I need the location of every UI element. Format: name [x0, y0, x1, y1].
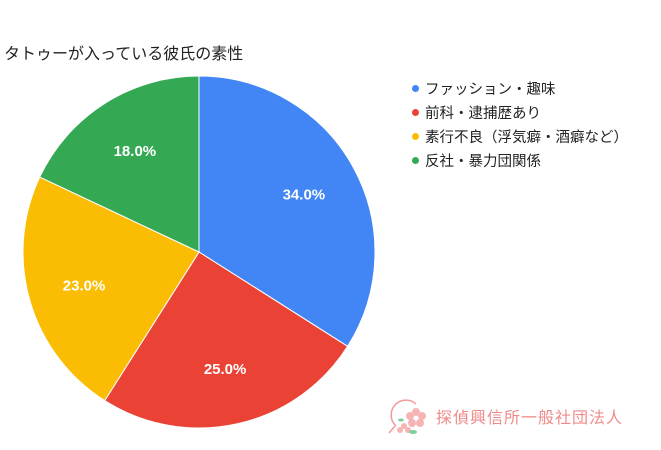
legend: ファッション・趣味 前科・逮捕歴あり 素行不良（浮気癖・酒癖など） 反社・暴力団… [412, 76, 628, 172]
legend-item-criminal-record: 前科・逮捕歴あり [412, 100, 628, 124]
legend-item-fashion: ファッション・趣味 [412, 76, 628, 100]
slice-percent-label: 34.0% [283, 186, 326, 203]
legend-dot-icon [412, 84, 419, 92]
pie-slice [198, 75, 376, 347]
legend-item-antisocial: 反社・暴力団関係 [412, 148, 628, 172]
slice-percent-label: 18.0% [114, 143, 157, 160]
legend-dot-icon [412, 132, 419, 140]
legend-item-misconduct: 素行不良（浮気癖・酒癖など） [412, 124, 628, 148]
pie-labels: 34.0% 25.0% 23.0% 18.0% [63, 143, 325, 378]
pie-slices [22, 75, 376, 429]
pie-slice [104, 251, 349, 429]
legend-dot-icon [412, 156, 419, 164]
chart-title: タトゥーが入っている彼氏の素性 [4, 44, 244, 63]
legend-label: 反社・暴力団関係 [425, 153, 541, 170]
watermark: 探偵興信所一般社団法人 [386, 396, 623, 436]
pie-slice [22, 176, 200, 402]
sakura-magnifier-icon [388, 399, 426, 434]
slice-percent-label: 23.0% [63, 277, 106, 294]
legend-label: ファッション・趣味 [425, 81, 556, 98]
watermark-text: 探偵興信所一般社団法人 [436, 408, 624, 427]
legend-dot-icon [412, 108, 419, 116]
legend-label: 素行不良（浮気癖・酒癖など） [425, 129, 628, 146]
slice-percent-label: 25.0% [204, 361, 247, 378]
legend-label: 前科・逮捕歴あり [425, 105, 541, 122]
pie-slice [39, 75, 200, 253]
